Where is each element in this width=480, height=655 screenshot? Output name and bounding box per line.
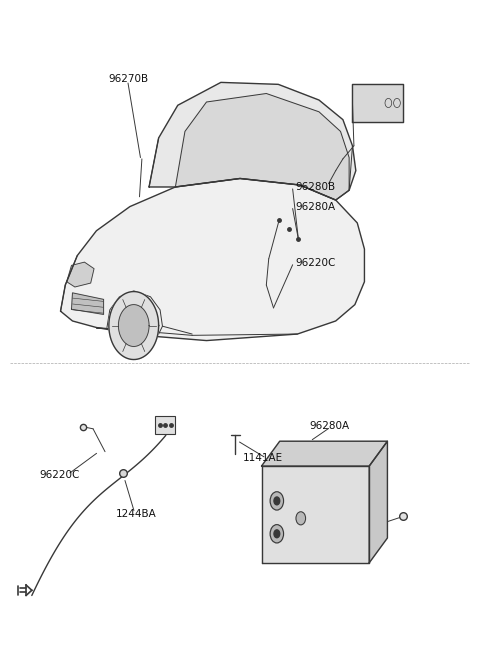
Polygon shape: [72, 293, 104, 314]
Polygon shape: [149, 83, 356, 200]
Circle shape: [274, 497, 280, 505]
Text: 96280A: 96280A: [310, 421, 349, 430]
Text: 96280B: 96280B: [295, 182, 335, 192]
Polygon shape: [175, 94, 349, 200]
Polygon shape: [352, 84, 403, 122]
Polygon shape: [109, 291, 158, 360]
Circle shape: [296, 512, 306, 525]
FancyBboxPatch shape: [155, 416, 175, 434]
Polygon shape: [262, 441, 387, 466]
Text: 96220C: 96220C: [39, 470, 79, 479]
Text: 1141AE: 1141AE: [242, 453, 283, 463]
Text: 96220C: 96220C: [295, 259, 336, 269]
Circle shape: [274, 530, 280, 538]
Polygon shape: [67, 262, 94, 287]
Text: 1244BA: 1244BA: [116, 509, 156, 519]
Text: 96270B: 96270B: [108, 74, 148, 84]
Polygon shape: [60, 178, 364, 341]
Circle shape: [270, 492, 284, 510]
Text: 96280A: 96280A: [295, 202, 335, 212]
FancyBboxPatch shape: [356, 90, 383, 117]
Circle shape: [270, 525, 284, 543]
Polygon shape: [262, 466, 369, 563]
Polygon shape: [369, 441, 387, 563]
Polygon shape: [119, 305, 149, 346]
